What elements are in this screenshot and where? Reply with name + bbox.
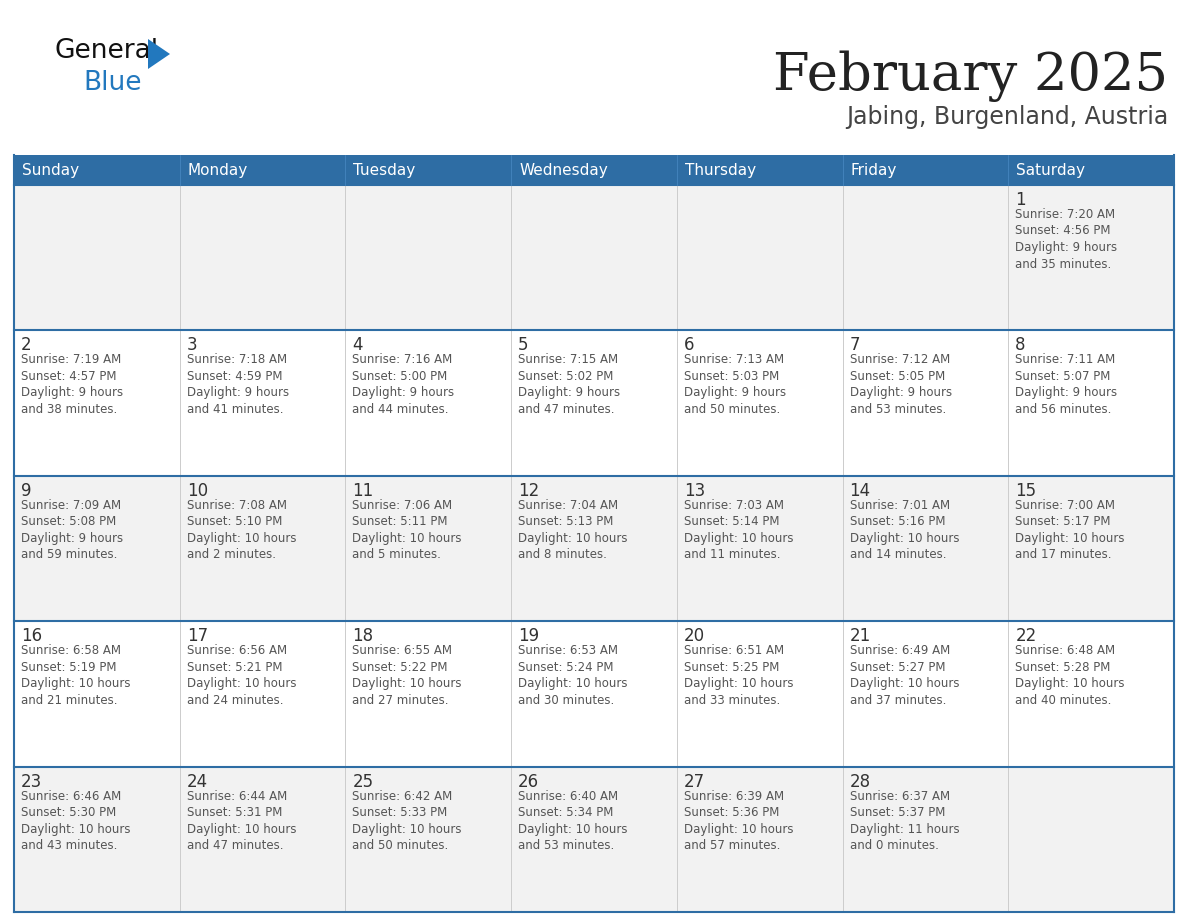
Text: Friday: Friday bbox=[851, 162, 897, 177]
Text: Jabing, Burgenland, Austria: Jabing, Burgenland, Austria bbox=[846, 105, 1168, 129]
Text: Sunrise: 6:51 AM
Sunset: 5:25 PM
Daylight: 10 hours
and 33 minutes.: Sunrise: 6:51 AM Sunset: 5:25 PM Dayligh… bbox=[684, 644, 794, 707]
Text: 17: 17 bbox=[187, 627, 208, 645]
Text: Sunrise: 7:09 AM
Sunset: 5:08 PM
Daylight: 9 hours
and 59 minutes.: Sunrise: 7:09 AM Sunset: 5:08 PM Dayligh… bbox=[21, 498, 124, 561]
Text: Sunrise: 6:44 AM
Sunset: 5:31 PM
Daylight: 10 hours
and 47 minutes.: Sunrise: 6:44 AM Sunset: 5:31 PM Dayligh… bbox=[187, 789, 296, 852]
Text: 19: 19 bbox=[518, 627, 539, 645]
Text: Sunrise: 7:19 AM
Sunset: 4:57 PM
Daylight: 9 hours
and 38 minutes.: Sunrise: 7:19 AM Sunset: 4:57 PM Dayligh… bbox=[21, 353, 124, 416]
Text: 15: 15 bbox=[1016, 482, 1036, 499]
Text: 18: 18 bbox=[353, 627, 373, 645]
Text: Sunrise: 6:55 AM
Sunset: 5:22 PM
Daylight: 10 hours
and 27 minutes.: Sunrise: 6:55 AM Sunset: 5:22 PM Dayligh… bbox=[353, 644, 462, 707]
Text: Blue: Blue bbox=[83, 70, 141, 96]
Text: Sunrise: 6:58 AM
Sunset: 5:19 PM
Daylight: 10 hours
and 21 minutes.: Sunrise: 6:58 AM Sunset: 5:19 PM Dayligh… bbox=[21, 644, 131, 707]
Text: Sunrise: 7:00 AM
Sunset: 5:17 PM
Daylight: 10 hours
and 17 minutes.: Sunrise: 7:00 AM Sunset: 5:17 PM Dayligh… bbox=[1016, 498, 1125, 561]
Text: Sunrise: 7:20 AM
Sunset: 4:56 PM
Daylight: 9 hours
and 35 minutes.: Sunrise: 7:20 AM Sunset: 4:56 PM Dayligh… bbox=[1016, 208, 1118, 271]
Bar bbox=[14, 621, 1174, 767]
Text: Tuesday: Tuesday bbox=[353, 162, 416, 177]
Text: 16: 16 bbox=[21, 627, 42, 645]
Text: General: General bbox=[55, 38, 159, 64]
Text: 12: 12 bbox=[518, 482, 539, 499]
Text: Thursday: Thursday bbox=[684, 162, 756, 177]
Text: 10: 10 bbox=[187, 482, 208, 499]
Text: 3: 3 bbox=[187, 336, 197, 354]
Text: Monday: Monday bbox=[188, 162, 248, 177]
Text: Sunrise: 7:04 AM
Sunset: 5:13 PM
Daylight: 10 hours
and 8 minutes.: Sunrise: 7:04 AM Sunset: 5:13 PM Dayligh… bbox=[518, 498, 627, 561]
Text: Sunrise: 7:08 AM
Sunset: 5:10 PM
Daylight: 10 hours
and 2 minutes.: Sunrise: 7:08 AM Sunset: 5:10 PM Dayligh… bbox=[187, 498, 296, 561]
Text: Saturday: Saturday bbox=[1016, 162, 1086, 177]
Text: Sunrise: 6:53 AM
Sunset: 5:24 PM
Daylight: 10 hours
and 30 minutes.: Sunrise: 6:53 AM Sunset: 5:24 PM Dayligh… bbox=[518, 644, 627, 707]
Bar bbox=[14, 767, 1174, 912]
Text: 26: 26 bbox=[518, 773, 539, 790]
Text: Sunrise: 7:13 AM
Sunset: 5:03 PM
Daylight: 9 hours
and 50 minutes.: Sunrise: 7:13 AM Sunset: 5:03 PM Dayligh… bbox=[684, 353, 786, 416]
Text: Sunrise: 7:18 AM
Sunset: 4:59 PM
Daylight: 9 hours
and 41 minutes.: Sunrise: 7:18 AM Sunset: 4:59 PM Dayligh… bbox=[187, 353, 289, 416]
Text: 6: 6 bbox=[684, 336, 694, 354]
Bar bbox=[14, 476, 1174, 621]
Text: Sunrise: 7:03 AM
Sunset: 5:14 PM
Daylight: 10 hours
and 11 minutes.: Sunrise: 7:03 AM Sunset: 5:14 PM Dayligh… bbox=[684, 498, 794, 561]
Text: 24: 24 bbox=[187, 773, 208, 790]
Text: 4: 4 bbox=[353, 336, 362, 354]
Text: 14: 14 bbox=[849, 482, 871, 499]
Text: Sunrise: 6:42 AM
Sunset: 5:33 PM
Daylight: 10 hours
and 50 minutes.: Sunrise: 6:42 AM Sunset: 5:33 PM Dayligh… bbox=[353, 789, 462, 852]
Text: 11: 11 bbox=[353, 482, 374, 499]
Bar bbox=[14, 155, 1174, 185]
Text: Sunrise: 6:39 AM
Sunset: 5:36 PM
Daylight: 10 hours
and 57 minutes.: Sunrise: 6:39 AM Sunset: 5:36 PM Dayligh… bbox=[684, 789, 794, 852]
Text: Sunrise: 6:49 AM
Sunset: 5:27 PM
Daylight: 10 hours
and 37 minutes.: Sunrise: 6:49 AM Sunset: 5:27 PM Dayligh… bbox=[849, 644, 959, 707]
Text: 5: 5 bbox=[518, 336, 529, 354]
Text: 25: 25 bbox=[353, 773, 373, 790]
Text: 20: 20 bbox=[684, 627, 704, 645]
Text: Sunrise: 6:56 AM
Sunset: 5:21 PM
Daylight: 10 hours
and 24 minutes.: Sunrise: 6:56 AM Sunset: 5:21 PM Dayligh… bbox=[187, 644, 296, 707]
Text: 22: 22 bbox=[1016, 627, 1037, 645]
Text: 7: 7 bbox=[849, 336, 860, 354]
Text: Wednesday: Wednesday bbox=[519, 162, 608, 177]
Text: February 2025: February 2025 bbox=[773, 50, 1168, 102]
Text: Sunrise: 6:46 AM
Sunset: 5:30 PM
Daylight: 10 hours
and 43 minutes.: Sunrise: 6:46 AM Sunset: 5:30 PM Dayligh… bbox=[21, 789, 131, 852]
Text: Sunrise: 7:16 AM
Sunset: 5:00 PM
Daylight: 9 hours
and 44 minutes.: Sunrise: 7:16 AM Sunset: 5:00 PM Dayligh… bbox=[353, 353, 455, 416]
Text: Sunrise: 6:37 AM
Sunset: 5:37 PM
Daylight: 11 hours
and 0 minutes.: Sunrise: 6:37 AM Sunset: 5:37 PM Dayligh… bbox=[849, 789, 959, 852]
Text: Sunrise: 7:12 AM
Sunset: 5:05 PM
Daylight: 9 hours
and 53 minutes.: Sunrise: 7:12 AM Sunset: 5:05 PM Dayligh… bbox=[849, 353, 952, 416]
Bar bbox=[14, 185, 1174, 330]
Text: Sunrise: 6:48 AM
Sunset: 5:28 PM
Daylight: 10 hours
and 40 minutes.: Sunrise: 6:48 AM Sunset: 5:28 PM Dayligh… bbox=[1016, 644, 1125, 707]
Text: 28: 28 bbox=[849, 773, 871, 790]
Text: 1: 1 bbox=[1016, 191, 1026, 209]
Text: 21: 21 bbox=[849, 627, 871, 645]
Text: Sunrise: 7:11 AM
Sunset: 5:07 PM
Daylight: 9 hours
and 56 minutes.: Sunrise: 7:11 AM Sunset: 5:07 PM Dayligh… bbox=[1016, 353, 1118, 416]
Text: Sunrise: 6:40 AM
Sunset: 5:34 PM
Daylight: 10 hours
and 53 minutes.: Sunrise: 6:40 AM Sunset: 5:34 PM Dayligh… bbox=[518, 789, 627, 852]
Text: 9: 9 bbox=[21, 482, 32, 499]
Text: 8: 8 bbox=[1016, 336, 1025, 354]
Text: 27: 27 bbox=[684, 773, 704, 790]
Polygon shape bbox=[148, 39, 170, 69]
Bar bbox=[14, 330, 1174, 476]
Text: 2: 2 bbox=[21, 336, 32, 354]
Text: Sunrise: 7:01 AM
Sunset: 5:16 PM
Daylight: 10 hours
and 14 minutes.: Sunrise: 7:01 AM Sunset: 5:16 PM Dayligh… bbox=[849, 498, 959, 561]
Text: Sunrise: 7:15 AM
Sunset: 5:02 PM
Daylight: 9 hours
and 47 minutes.: Sunrise: 7:15 AM Sunset: 5:02 PM Dayligh… bbox=[518, 353, 620, 416]
Text: 23: 23 bbox=[21, 773, 43, 790]
Text: 13: 13 bbox=[684, 482, 706, 499]
Text: Sunrise: 7:06 AM
Sunset: 5:11 PM
Daylight: 10 hours
and 5 minutes.: Sunrise: 7:06 AM Sunset: 5:11 PM Dayligh… bbox=[353, 498, 462, 561]
Text: Sunday: Sunday bbox=[23, 162, 80, 177]
